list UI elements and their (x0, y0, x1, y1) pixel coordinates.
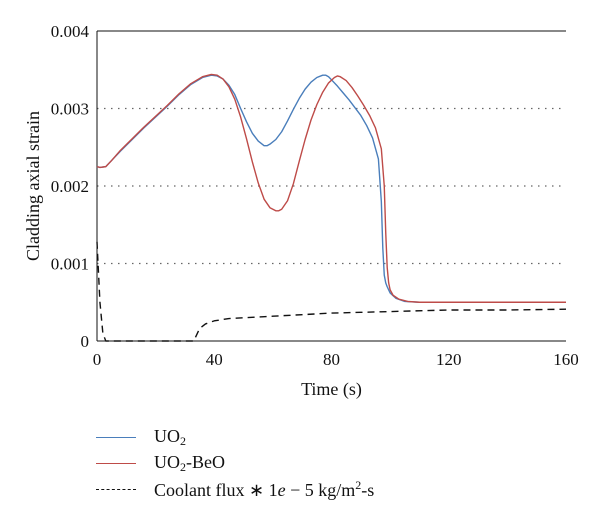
series-line-0 (96, 74, 566, 303)
legend-swatch-uo2 (96, 436, 136, 438)
legend-item-uo2-beo: UO2-BeO (96, 450, 516, 476)
series-line-1 (96, 73, 566, 303)
y-tick-label-0: 0 (81, 332, 90, 351)
tick-labels: 0 40 80 120 160 0 0.001 0.002 0.003 0.004 (51, 22, 579, 369)
series-group (96, 73, 567, 342)
legend-item-uo2: UO2 (96, 424, 516, 450)
legend-label-uo2: UO2 (154, 425, 186, 448)
x-tick-label-1: 40 (206, 350, 223, 369)
series-line-2 (96, 241, 567, 342)
x-tick-label-0: 0 (93, 350, 102, 369)
legend-swatch-coolant-flux (96, 488, 136, 490)
legend: UO2 UO2-BeO Coolant flux ∗ 1e − 5 kg/m2-… (96, 424, 516, 502)
y-tick-label-1: 0.001 (51, 255, 89, 274)
legend-label-uo2-beo: UO2-BeO (154, 451, 225, 474)
legend-swatch-uo2-beo (96, 462, 136, 464)
legend-item-coolant-flux: Coolant flux ∗ 1e − 5 kg/m2-s (96, 476, 516, 502)
x-tick-label-4: 160 (553, 350, 579, 369)
y-tick-label-2: 0.002 (51, 177, 89, 196)
y-tick-label-4: 0.004 (51, 22, 90, 41)
x-tick-label-2: 80 (323, 350, 340, 369)
x-axis-label: Time (s) (301, 379, 362, 400)
grid-lines (97, 107, 566, 265)
y-axis-label: Cladding axial strain (23, 111, 43, 261)
x-tick-label-3: 120 (436, 350, 462, 369)
y-tick-label-3: 0.003 (51, 100, 89, 119)
legend-label-coolant-flux: Coolant flux ∗ 1e − 5 kg/m2-s (154, 477, 375, 500)
